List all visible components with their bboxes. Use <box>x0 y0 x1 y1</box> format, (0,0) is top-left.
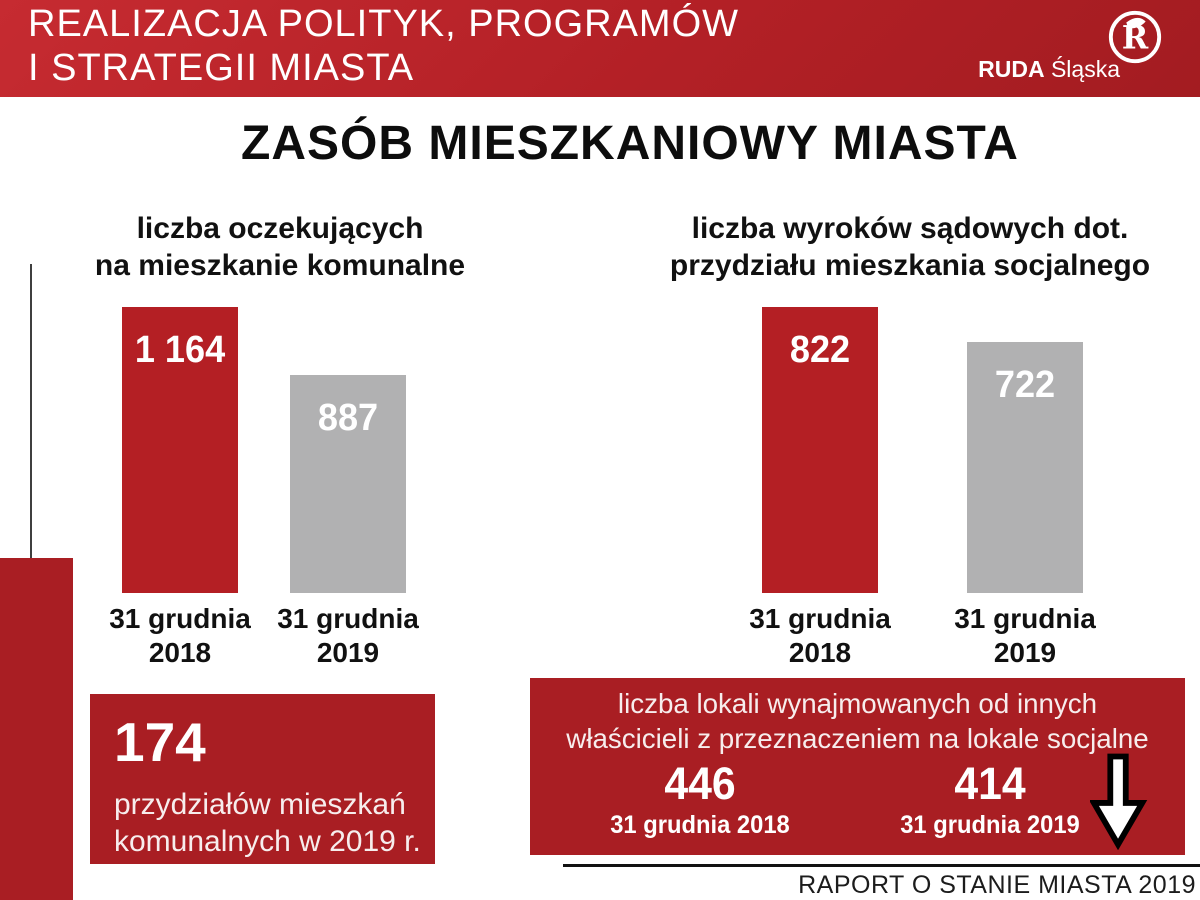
category-line: 31 grudnia <box>954 603 1096 634</box>
stat-box-left: 174 przydziałów mieszkań komunalnych w 2… <box>90 694 435 864</box>
bar-value-label: 887 <box>317 397 379 439</box>
city-logo-text: RUDA Śląska <box>978 56 1120 83</box>
down-arrow-icon <box>1090 753 1148 850</box>
bar-value-label: 722 <box>994 364 1056 406</box>
ruda-slaska-emblem-icon: R <box>1108 10 1162 64</box>
stat-value: 446 <box>664 758 736 809</box>
chart-right: 822 722 <box>762 307 1083 593</box>
bar-category-label: 31 grudnia 2019 <box>940 602 1110 670</box>
category-line: 2018 <box>788 637 852 668</box>
bar-value-label: 1 164 <box>134 329 226 371</box>
bar-category-label: 31 grudnia 2018 <box>735 602 905 670</box>
left-accent-block <box>0 558 73 900</box>
bar-2018-left: 1 164 <box>122 307 238 593</box>
stat-description: przydziałów mieszkań komunalnych w 2019 … <box>114 786 435 860</box>
stat-box-right-title: liczba lokali wynajmowanych od innych wł… <box>533 686 1181 756</box>
stat-label: 31 grudnia 2018 <box>610 811 790 839</box>
logo-brand-light: Śląska <box>1050 56 1120 82</box>
chart-left-title: liczba oczekujących na mieszkanie komuna… <box>60 210 500 284</box>
stat-value: 414 <box>954 758 1026 809</box>
stat-desc-line1: przydziałów mieszkań <box>114 788 406 821</box>
bar-2019-right: 722 <box>967 342 1083 593</box>
city-logo: R RUDA Śląska <box>974 6 1164 90</box>
category-line: 2019 <box>316 637 380 668</box>
category-line: 31 grudnia <box>109 603 251 634</box>
category-line: 31 grudnia <box>277 603 419 634</box>
chart-right-title-line1: liczba wyroków sądowych dot. <box>691 212 1129 245</box>
footer-caption: RAPORT O STANIE MIASTA 2019 <box>798 871 1196 899</box>
logo-brand-bold: RUDA <box>978 56 1045 82</box>
stat-desc-line2: komunalnych w 2019 r. <box>114 825 421 858</box>
header-title: REALIZACJA POLITYK, PROGRAMÓW I STRATEGI… <box>28 2 739 90</box>
stat-box-right: liczba lokali wynajmowanych od innych wł… <box>530 678 1185 855</box>
bar-category-label: 31 grudnia 2019 <box>263 602 433 670</box>
bar-category-label: 31 grudnia 2018 <box>95 602 265 670</box>
stat-box-title-line1: liczba lokali wynajmowanych od innych <box>617 688 1098 719</box>
footer-rule <box>563 864 1200 867</box>
header-title-line1: REALIZACJA POLITYK, PROGRAMÓW <box>28 3 740 45</box>
bar-2018-right: 822 <box>762 307 878 593</box>
category-line: 31 grudnia <box>749 603 891 634</box>
bar-2019-left: 887 <box>290 375 406 593</box>
header-banner: REALIZACJA POLITYK, PROGRAMÓW I STRATEGI… <box>0 0 1200 97</box>
stat-box-title-line2: właścicieli z przeznaczeniem na lokale s… <box>566 723 1149 754</box>
stat-2018: 446 31 grudnia 2018 <box>580 760 820 840</box>
stat-value: 174 <box>114 711 206 773</box>
chart-left: 1 164 887 <box>122 307 406 593</box>
stat-2019: 414 31 grudnia 2019 <box>870 760 1110 840</box>
header-title-line2: I STRATEGII MIASTA <box>28 47 415 89</box>
bar-value-label: 822 <box>789 329 851 371</box>
chart-right-title-line2: przydziału mieszkania socjalnego <box>669 249 1151 282</box>
page-title: ZASÓB MIESZKANIOWY MIASTA <box>241 117 1019 170</box>
chart-left-title-line1: liczba oczekujących <box>136 212 424 245</box>
chart-left-title-line2: na mieszkanie komunalne <box>94 249 466 282</box>
vertical-divider-line <box>30 264 32 558</box>
stat-label: 31 grudnia 2019 <box>900 811 1080 839</box>
category-line: 2019 <box>993 637 1057 668</box>
category-line: 2018 <box>148 637 212 668</box>
chart-right-title: liczba wyroków sądowych dot. przydziału … <box>620 210 1200 284</box>
